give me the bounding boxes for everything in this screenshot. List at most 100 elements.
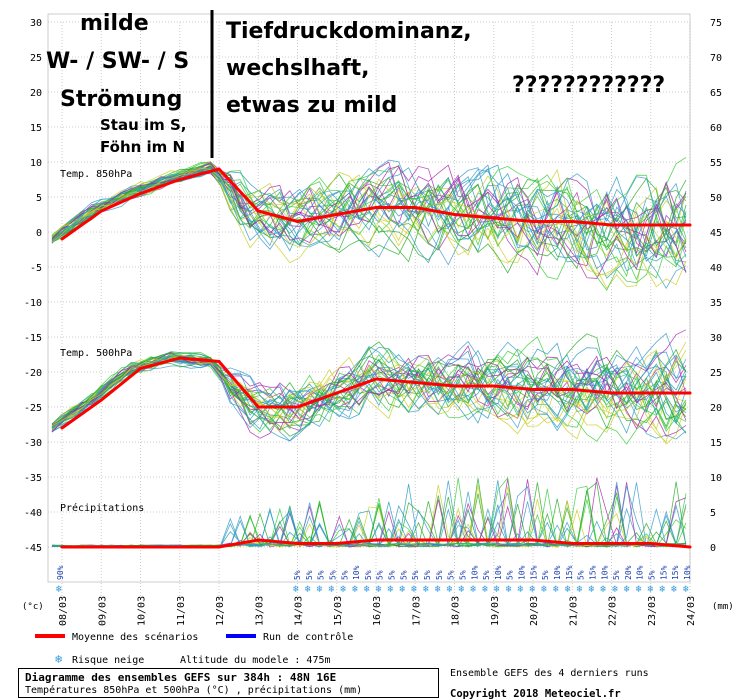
panel-label-500: Temp. 500hPa (60, 348, 132, 359)
snow-risk-icon: ❄ (518, 584, 525, 595)
snow-risk-label: 90% (56, 565, 65, 580)
right-tick-label: 30 (710, 333, 722, 344)
snow-risk-label: 5% (411, 570, 420, 580)
left-tick-label: -45 (24, 543, 42, 554)
snow-risk-cell: 10% ❄ (352, 565, 361, 595)
mean-point-panel-2 (256, 538, 260, 542)
x-tick-label: 22/03 (608, 596, 619, 626)
snow-risk-cell: 5% ❄ (293, 570, 302, 595)
mean-point-panel-2 (296, 542, 299, 545)
snow-risk-cell: 5% ❄ (340, 570, 349, 595)
snow-risk-icon: ❄ (553, 584, 560, 595)
snow-risk-icon: ❄ (600, 584, 607, 595)
snow-risk-cell: 5% ❄ (612, 570, 621, 595)
snow-risk-label: 5% (328, 570, 337, 580)
right-tick-label: 70 (710, 53, 722, 64)
right-tick-label: 75 (710, 18, 722, 29)
snow-risk-icon: ❄ (470, 584, 477, 595)
left-tick-label: -5 (30, 263, 42, 274)
x-tick-label: 19/03 (490, 596, 501, 626)
footer-subtitle: Températures 850hPa et 500hPa (°C) , pré… (25, 685, 363, 696)
annotation-stau: Stau im S, (100, 116, 187, 134)
snow-risk-label: 15% (659, 565, 668, 580)
mean-point-panel-0 (453, 213, 456, 216)
snow-risk-icon: ❄ (293, 584, 300, 595)
mean-point-panel-1 (139, 367, 142, 370)
right-tick-label: 60 (710, 123, 722, 134)
snow-risk-icon: ❄ (612, 584, 619, 595)
mean-point-panel-0 (413, 206, 417, 209)
mean-point-panel-2 (60, 545, 64, 549)
member-line (51, 341, 687, 434)
right-tick-label: 25 (710, 368, 722, 379)
snow-risk-label: 5% (447, 570, 456, 580)
annotation-stromung: Strömung (60, 87, 182, 112)
snow-risk-icon: ❄ (340, 584, 347, 595)
snow-risk-icon: ❄ (624, 584, 631, 595)
snow-risk-cell: 10% ❄ (683, 565, 692, 595)
snow-risk-label: 5% (399, 570, 408, 580)
snow-risk-label: 15% (588, 565, 597, 580)
ensemble-info: Ensemble GEFS des 4 derniers runs (450, 668, 649, 679)
snow-risk-cell: 5% ❄ (458, 570, 467, 595)
x-tick-label: 12/03 (215, 596, 226, 626)
mean-point-panel-1 (374, 377, 378, 381)
right-tick-label: 40 (710, 263, 722, 274)
snow-risk-icon: ❄ (541, 584, 548, 595)
x-tick-label: 09/03 (97, 596, 108, 626)
snow-risk-cell: 15% ❄ (588, 565, 597, 595)
mean-point-panel-0 (688, 223, 692, 227)
right-tick-label: 15 (710, 438, 722, 449)
snow-risk-cell: 5% ❄ (506, 570, 515, 595)
snow-risk-icon: ❄ (328, 584, 335, 595)
copyright: Copyright 2018 Meteociel.fr (450, 688, 621, 700)
mean-point-panel-1 (453, 384, 456, 388)
x-tick-label: 17/03 (411, 596, 422, 626)
snow-risk-cell: 15% ❄ (529, 565, 538, 595)
snow-risk-label: 5% (541, 570, 550, 580)
mean-point-panel-0 (335, 213, 339, 216)
mean-point-panel-2 (178, 545, 182, 549)
annotation-tief3: etwas zu mild (226, 93, 397, 118)
mean-point-panel-2 (335, 542, 339, 545)
legend-snow-label: Risque neige (72, 655, 144, 666)
mean-point-panel-1 (296, 405, 299, 409)
mean-point-panel-2 (570, 542, 574, 545)
member-line (51, 354, 687, 445)
mean-point-panel-0 (178, 178, 182, 181)
right-tick-label: 65 (710, 88, 722, 99)
x-tick-label: 18/03 (451, 596, 462, 626)
mean-point-panel-2 (453, 538, 456, 542)
x-tick-label: 10/03 (137, 596, 148, 626)
footer-box: Diagramme des ensembles GEFS sur 384h : … (18, 668, 439, 698)
annotation-milde: milde (80, 11, 149, 36)
snow-risk-icon: ❄ (423, 584, 430, 595)
annotation-tief1: Tiefdruckdominanz, (226, 19, 472, 44)
snow-risk-cell: 5% ❄ (317, 570, 326, 595)
snow-risk-cell: 15% ❄ (671, 565, 680, 595)
snow-risk-cell: 5% ❄ (447, 570, 456, 595)
member-precip-line (51, 483, 687, 548)
snow-risk-label: 5% (364, 570, 373, 580)
snow-risk-cell: 5% ❄ (423, 570, 432, 595)
mean-point-panel-0 (60, 237, 64, 241)
snow-risk-label: 10% (600, 565, 609, 580)
snow-risk-label: 15% (565, 565, 574, 580)
legend-mean-label: Moyenne des scénarios (72, 631, 198, 643)
member-line (51, 167, 687, 257)
mean-point-panel-1 (256, 405, 260, 409)
snow-risk-icon: ❄ (352, 584, 359, 595)
mean-point-panel-2 (413, 538, 417, 542)
mean-point-panel-0 (570, 220, 574, 223)
left-tick-label: 10 (30, 158, 42, 169)
left-tick-label: -35 (24, 473, 42, 484)
snow-risk-label: 5% (458, 570, 467, 580)
snow-risk-label: 10% (636, 565, 645, 580)
x-tick-label: 11/03 (176, 596, 187, 626)
mean-point-panel-2 (99, 545, 103, 549)
right-tick-label: 35 (710, 298, 722, 309)
snow-risk-cell: 5% ❄ (376, 570, 385, 595)
snow-risk-cell: 10% ❄ (518, 565, 527, 595)
